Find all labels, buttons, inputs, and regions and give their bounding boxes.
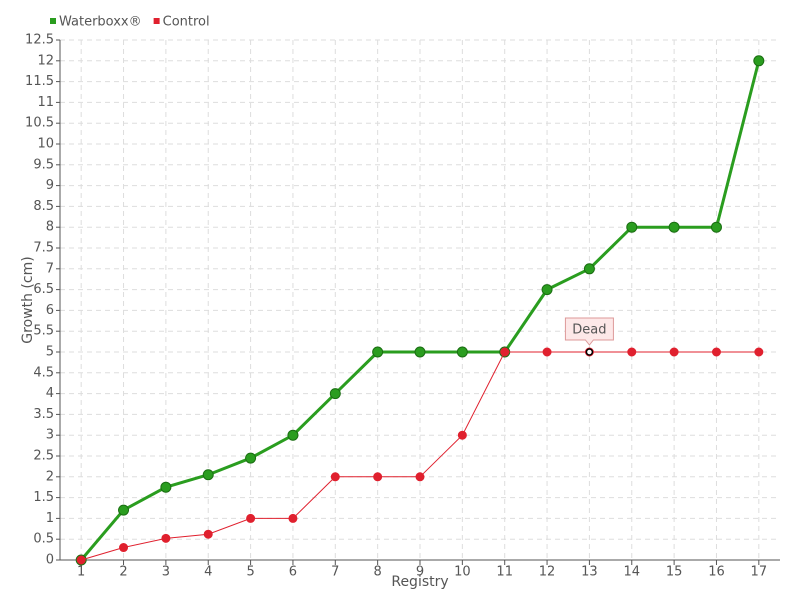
y-tick-label: 6.5 (33, 282, 54, 297)
y-tick-label: 4 (46, 386, 54, 401)
data-point (330, 472, 340, 482)
data-point (76, 555, 86, 565)
y-tick-label: 5 (46, 345, 54, 360)
y-tick-label: 0 (46, 553, 54, 568)
x-tick-label: 6 (289, 565, 297, 580)
x-tick-label: 5 (246, 565, 254, 580)
y-axis-label: Growth (cm) (20, 256, 36, 343)
y-tick-label: 3 (46, 428, 54, 443)
y-tick-label: 2 (46, 469, 54, 484)
x-tick-label: 14 (623, 565, 640, 580)
y-tick-label: 3.5 (33, 407, 54, 422)
data-point (711, 347, 721, 357)
data-point (287, 429, 299, 441)
annotated-point (585, 348, 594, 356)
legend-label: Waterboxx® (59, 15, 142, 30)
y-tick-label: 10 (37, 137, 54, 152)
y-tick-label: 7 (46, 261, 54, 276)
x-tick-label: 17 (751, 565, 768, 580)
data-point (754, 347, 764, 357)
x-tick-label: 8 (374, 565, 382, 580)
y-tick-label: 9 (46, 178, 54, 193)
y-tick-label: 4.5 (33, 365, 54, 380)
data-point (500, 347, 510, 357)
y-tick-label: 5.5 (33, 324, 54, 339)
y-tick-label: 2.5 (33, 449, 54, 464)
y-tick-label: 11.5 (25, 74, 54, 89)
x-axis-label: Registry (391, 574, 448, 590)
data-point (415, 472, 425, 482)
y-tick-label: 10.5 (25, 116, 54, 131)
data-point (329, 388, 341, 400)
legend-swatch (153, 18, 160, 24)
data-point (456, 346, 468, 358)
data-point (753, 55, 765, 67)
y-tick-label: 8.5 (33, 199, 54, 214)
data-point (246, 513, 256, 523)
x-tick-label: 2 (119, 565, 127, 580)
data-point (202, 469, 214, 481)
x-tick-label: 13 (581, 565, 598, 580)
x-tick-label: 16 (708, 565, 725, 580)
x-tick-label: 4 (204, 565, 212, 580)
y-tick-label: 1.5 (33, 490, 54, 505)
data-point (583, 263, 595, 275)
data-point (119, 543, 129, 553)
data-point (627, 347, 637, 357)
data-point (288, 513, 298, 523)
y-tick-label: 12.5 (25, 33, 54, 48)
data-point (372, 346, 384, 358)
x-tick-label: 9 (416, 565, 424, 580)
data-point (541, 284, 553, 296)
legend-swatch (50, 18, 56, 24)
data-point (160, 481, 172, 493)
annotation-label: Dead (572, 323, 606, 338)
y-tick-label: 9.5 (33, 157, 54, 172)
data-point (118, 504, 130, 516)
x-tick-label: 15 (666, 565, 683, 580)
x-tick-label: 12 (539, 565, 556, 580)
data-point (373, 472, 383, 482)
data-point (203, 529, 213, 539)
data-point (161, 533, 171, 543)
data-point (245, 452, 257, 464)
y-tick-label: 6 (46, 303, 54, 318)
data-point (457, 430, 467, 440)
x-tick-label: 11 (496, 565, 513, 580)
data-point (710, 221, 722, 233)
legend-label: Control (163, 15, 210, 30)
y-tick-label: 8 (46, 220, 54, 235)
data-point (669, 347, 679, 357)
y-tick-label: 7.5 (33, 241, 54, 256)
y-tick-label: 12 (37, 53, 54, 68)
data-point (414, 346, 426, 358)
data-point (542, 347, 552, 357)
x-tick-label: 10 (454, 565, 471, 580)
y-tick-label: 0.5 (33, 532, 54, 547)
data-point (668, 221, 680, 233)
annotation-box (564, 317, 614, 346)
data-point (626, 221, 638, 233)
x-tick-label: 3 (162, 565, 170, 580)
x-tick-label: 7 (331, 565, 339, 580)
y-tick-label: 1 (46, 511, 54, 526)
x-tick-label: 1 (77, 565, 85, 580)
y-tick-label: 11 (37, 95, 54, 110)
